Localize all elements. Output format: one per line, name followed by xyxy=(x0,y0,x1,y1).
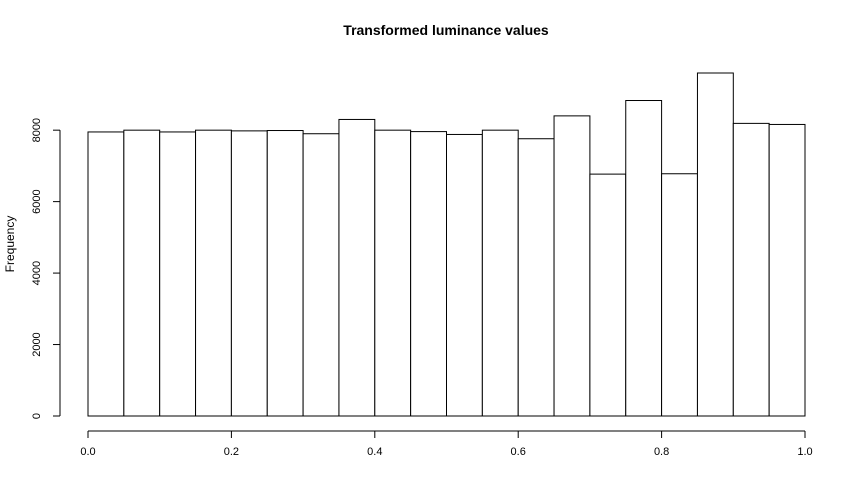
x-tick-label: 0.4 xyxy=(367,446,382,458)
histogram-bar xyxy=(374,129,412,417)
histogram-bar xyxy=(302,133,340,417)
chart-title: Transformed luminance values xyxy=(343,22,549,38)
histogram-bar xyxy=(589,173,627,417)
histogram-bar xyxy=(410,131,447,417)
histogram-bar xyxy=(481,129,519,417)
histogram-bar xyxy=(195,129,232,417)
histogram-bar xyxy=(768,123,806,417)
histogram-bar xyxy=(732,122,770,417)
histogram-bar xyxy=(696,72,734,417)
y-axis-label: Frequency xyxy=(3,216,17,273)
histogram-bar xyxy=(661,173,698,417)
histogram-bar xyxy=(446,133,483,417)
bars-group xyxy=(87,72,806,417)
histogram-bar xyxy=(625,100,663,417)
x-tick-label: 0.8 xyxy=(654,446,669,458)
histogram-bar xyxy=(266,130,304,417)
histogram-bar xyxy=(338,118,376,417)
histogram-bar xyxy=(553,115,591,417)
y-tick-label: 8000 xyxy=(31,118,43,142)
y-tick-label: 4000 xyxy=(31,261,43,285)
x-tick-label: 1.0 xyxy=(797,446,812,458)
y-tick-label: 0 xyxy=(31,413,43,419)
y-axis: 0 2000 4000 6000 8000 xyxy=(31,118,61,419)
y-tick-label: 6000 xyxy=(31,189,43,213)
histogram-bar xyxy=(87,131,125,417)
histogram-bar xyxy=(230,130,268,417)
histogram-bar xyxy=(159,131,197,417)
y-tick-label: 2000 xyxy=(31,332,43,356)
x-tick-label: 0.2 xyxy=(224,446,239,458)
histogram-bar xyxy=(517,138,555,417)
x-tick-label: 0.0 xyxy=(80,446,95,458)
x-tick-label: 0.6 xyxy=(511,446,526,458)
x-axis: 0.0 0.2 0.4 0.6 0.8 1.0 xyxy=(80,430,813,458)
histogram-bar xyxy=(123,129,161,417)
